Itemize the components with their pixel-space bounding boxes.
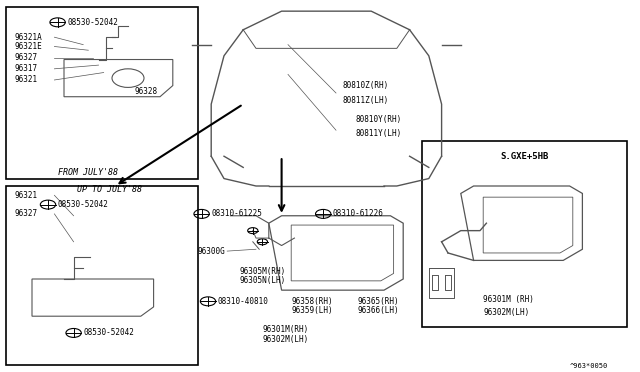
Text: 96366(LH): 96366(LH) — [357, 306, 399, 315]
Text: 96301M (RH): 96301M (RH) — [483, 295, 534, 304]
Text: 96327: 96327 — [14, 209, 37, 218]
Text: 80811Z(LH): 80811Z(LH) — [342, 96, 388, 105]
Bar — [422, 141, 627, 327]
Text: 96302M(LH): 96302M(LH) — [483, 308, 529, 317]
Text: 96302M(LH): 96302M(LH) — [262, 335, 308, 344]
Text: 96321A: 96321A — [14, 33, 42, 42]
Text: S.GXE+5HB: S.GXE+5HB — [500, 152, 549, 161]
Text: 96365(RH): 96365(RH) — [357, 297, 399, 306]
Text: 08310-40810: 08310-40810 — [218, 297, 268, 306]
Text: 08530-52042: 08530-52042 — [83, 328, 134, 337]
Text: 08530-52042: 08530-52042 — [67, 18, 118, 27]
Text: 96321: 96321 — [14, 76, 37, 84]
Text: 96359(LH): 96359(LH) — [292, 306, 333, 315]
Text: 96305M(RH): 96305M(RH) — [240, 267, 286, 276]
Text: 96321: 96321 — [14, 191, 37, 200]
Text: 96305N(LH): 96305N(LH) — [240, 276, 286, 285]
Text: 96301M(RH): 96301M(RH) — [262, 325, 308, 334]
Text: 96327: 96327 — [14, 53, 37, 62]
Text: 80811Y(LH): 80811Y(LH) — [355, 129, 401, 138]
Text: 80810Z(RH): 80810Z(RH) — [342, 81, 388, 90]
Text: FROM JULY'88: FROM JULY'88 — [58, 169, 118, 177]
Text: 96358(RH): 96358(RH) — [292, 297, 333, 306]
Text: 96317: 96317 — [14, 64, 37, 73]
Text: 96328: 96328 — [134, 87, 157, 96]
Text: 08310-61225: 08310-61225 — [211, 209, 262, 218]
Text: 08310-61226: 08310-61226 — [333, 209, 383, 218]
Text: UP TO JULY'88: UP TO JULY'88 — [77, 185, 142, 194]
Text: 96300G: 96300G — [197, 247, 225, 256]
Text: ^963*0050: ^963*0050 — [570, 363, 608, 369]
Text: 96321E: 96321E — [14, 42, 42, 51]
Text: 80810Y(RH): 80810Y(RH) — [355, 115, 401, 124]
Bar — [6, 7, 198, 179]
Text: 08530-52042: 08530-52042 — [58, 200, 108, 209]
Bar — [6, 186, 198, 365]
